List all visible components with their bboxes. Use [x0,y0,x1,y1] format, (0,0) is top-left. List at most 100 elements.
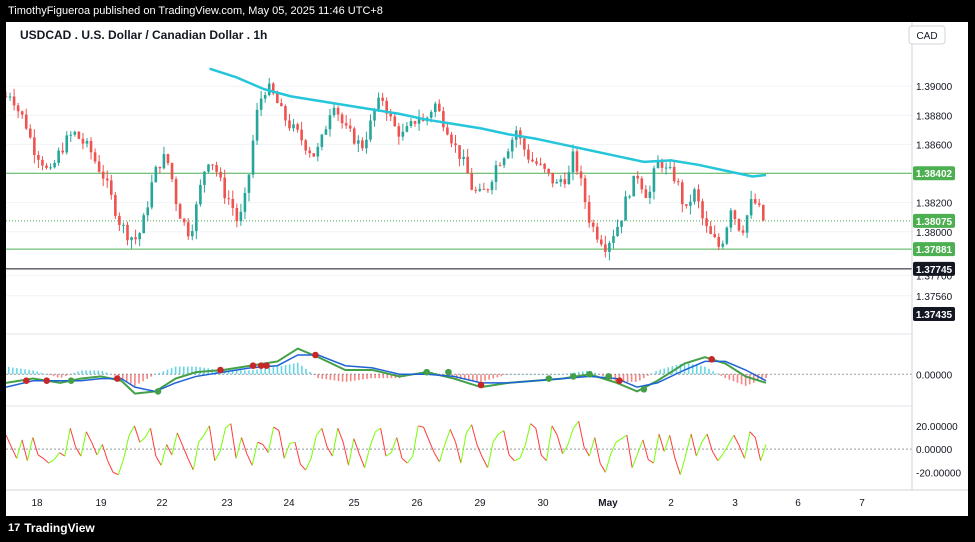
macd-cross-dot [605,373,612,380]
macd-histogram-bar [700,365,702,375]
macd-histogram-bar [16,368,18,375]
candle-body [12,96,16,106]
macd-histogram-bar [231,370,234,375]
macd-cross-dot [445,368,452,376]
candle-body [263,95,267,99]
oscillator-segment [294,442,301,465]
candle-body [697,189,700,202]
macd-histogram-bar [716,373,718,375]
candle-body [506,151,510,159]
macd-histogram-bar [329,374,332,380]
candle-body [296,124,299,130]
candle-body [271,83,275,94]
candle-body [53,162,56,168]
candle-body [49,167,52,169]
macd-histogram-bar [353,374,356,381]
candle-body [470,173,474,190]
oscillator-segment [535,428,542,456]
tradingview-logo[interactable]: 17 TradingView [8,521,95,535]
candle-body [713,233,716,238]
oscillator-segment [690,433,697,457]
oscillator-segment [637,439,644,454]
candle-body [462,156,465,159]
candle-body [575,151,579,172]
oscillator-segment [701,433,708,443]
macd-histogram-bar [598,374,600,375]
candle-body [454,143,457,146]
candle-body [757,203,761,205]
price-tick-label: 1.39000 [916,82,953,93]
macd-histogram-bar [602,374,604,377]
oscillator-segment [176,432,184,446]
macd-histogram-bar [643,374,645,379]
macd-histogram-bar [284,365,287,375]
macd-histogram-bar [622,374,625,382]
oscillator-segment [572,420,580,429]
candle-body [219,171,222,178]
macd-histogram-bar [252,370,254,375]
candle-body [352,128,356,144]
candle-body [130,237,133,241]
macd-histogram-bar [7,366,10,375]
oscillator-segment [423,426,430,441]
time-tick-label: 3 [732,498,738,509]
candle-body [616,226,619,237]
oscillator-segment [364,446,371,468]
macd-histogram-bar [740,374,743,385]
candle-body [170,163,174,180]
candle-body [138,233,141,240]
oscillator-segment [192,442,200,471]
macd-histogram-bar [77,371,79,375]
chart-area: 1.39000 1.38800 1.38600 1.38200 1.38000 1.377… [4,22,968,516]
candle-body [365,139,368,149]
oscillator-segment [647,459,654,464]
oscillator-segment [101,444,109,461]
candle-body [717,237,721,247]
macd-histogram-bar [638,374,641,381]
oscillator-segment [626,435,633,468]
candle-body [660,161,664,168]
candle-body [308,150,312,154]
macd-histogram-bar [187,366,189,375]
oscillator-segment [21,439,28,461]
candle-body [65,135,69,153]
oscillator-segment [556,435,564,454]
candle-body [239,211,243,222]
candle-body [190,231,194,237]
macd-histogram-bar [138,374,140,384]
oscillator-tick-label: 20.00000 [916,422,958,433]
oscillator-segment [262,444,269,453]
macd-histogram-bar [28,369,30,375]
candle-body [126,224,129,241]
oscillator-segment [96,444,103,456]
macd-cross-dot [616,377,623,385]
oscillator-segment [679,454,687,475]
oscillator-segment [80,431,87,457]
macd-histogram-bar [695,365,698,375]
time-tick-label: 19 [95,498,107,509]
candle-body [579,171,583,179]
candle-body [259,98,263,110]
candle-body [640,178,644,190]
currency-button[interactable] [908,25,946,45]
oscillator-segment [481,457,489,468]
oscillator-segment [546,425,553,461]
candle-body [231,199,235,208]
macd-histogram-bar [508,374,511,375]
oscillator-segment [599,462,606,473]
oscillator-segment [219,428,226,452]
currency-button-label[interactable]: CAD [916,31,937,42]
candle-body [551,172,555,184]
macd-histogram-bar [280,365,283,375]
macd-histogram-bar [333,374,336,381]
macd-histogram-bar [488,374,490,380]
candle-body [344,123,348,126]
oscillator-segment [562,444,569,455]
candle-body [37,154,40,160]
candle-body [721,243,725,247]
macd-histogram-bar [594,372,596,375]
candle-body [320,134,324,147]
oscillator-segment [749,431,756,438]
oscillator-segment [428,439,435,453]
candle-body [8,96,12,98]
